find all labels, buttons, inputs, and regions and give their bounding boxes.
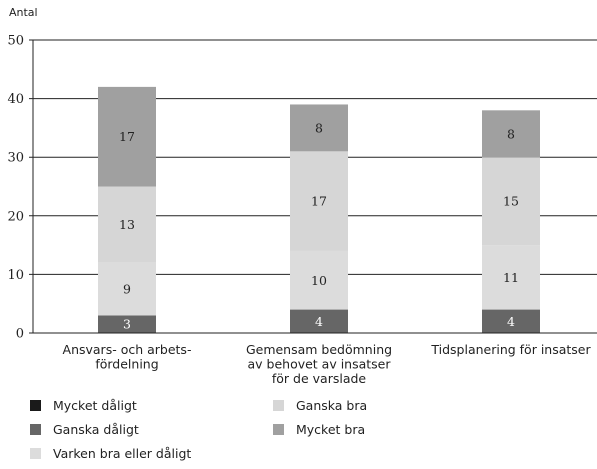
data-label-1-3: 17 <box>311 194 327 209</box>
bar-segment-2-1 <box>482 309 540 333</box>
y-tick-label-20: 20 <box>7 209 24 224</box>
data-label-0-1: 3 <box>123 317 131 332</box>
data-label-2-2: 11 <box>503 270 519 285</box>
data-label-1-1: 4 <box>315 314 323 329</box>
x-category-label-1-0: Gemensam bedömning <box>246 342 392 357</box>
bar-segment-1-4 <box>290 104 348 152</box>
bar-segment-0-1 <box>98 315 156 333</box>
x-category-label-1-1: av behovet av insatser <box>247 357 391 372</box>
bar-segment-0-2 <box>98 262 156 316</box>
bar-segment-2-3 <box>482 157 540 246</box>
data-label-1-4: 8 <box>315 120 323 135</box>
y-tick-label-0: 0 <box>16 327 24 342</box>
bar-segment-1-2 <box>290 250 348 310</box>
x-category-label-1-2: för de varslade <box>272 371 367 386</box>
data-label-2-3: 15 <box>503 194 519 209</box>
data-label-0-2: 9 <box>123 282 131 297</box>
data-label-2-4: 8 <box>507 126 515 141</box>
y-tick-label-10: 10 <box>7 268 24 283</box>
bar-segment-1-1 <box>290 309 348 333</box>
y-tick-label-40: 40 <box>7 92 24 107</box>
bar-segment-0-3 <box>98 186 156 263</box>
bar-segment-1-3 <box>290 151 348 251</box>
y-tick-label-30: 30 <box>7 151 24 166</box>
data-label-2-1: 4 <box>507 314 515 329</box>
x-category-label-2-0: Tidsplanering för insatser <box>430 342 591 357</box>
data-label-0-3: 13 <box>119 217 135 232</box>
data-label-1-2: 10 <box>311 273 327 288</box>
bar-segment-2-4 <box>482 110 540 158</box>
x-category-label-0-0: Ansvars- och arbets- <box>63 342 192 357</box>
bar-segment-2-2 <box>482 245 540 310</box>
data-label-0-4: 17 <box>119 129 135 144</box>
bar-segment-0-4 <box>98 86 156 187</box>
x-category-label-0-1: fördelning <box>95 357 158 372</box>
y-tick-label-50: 50 <box>7 34 24 49</box>
y-axis-title: Antal <box>9 6 38 19</box>
